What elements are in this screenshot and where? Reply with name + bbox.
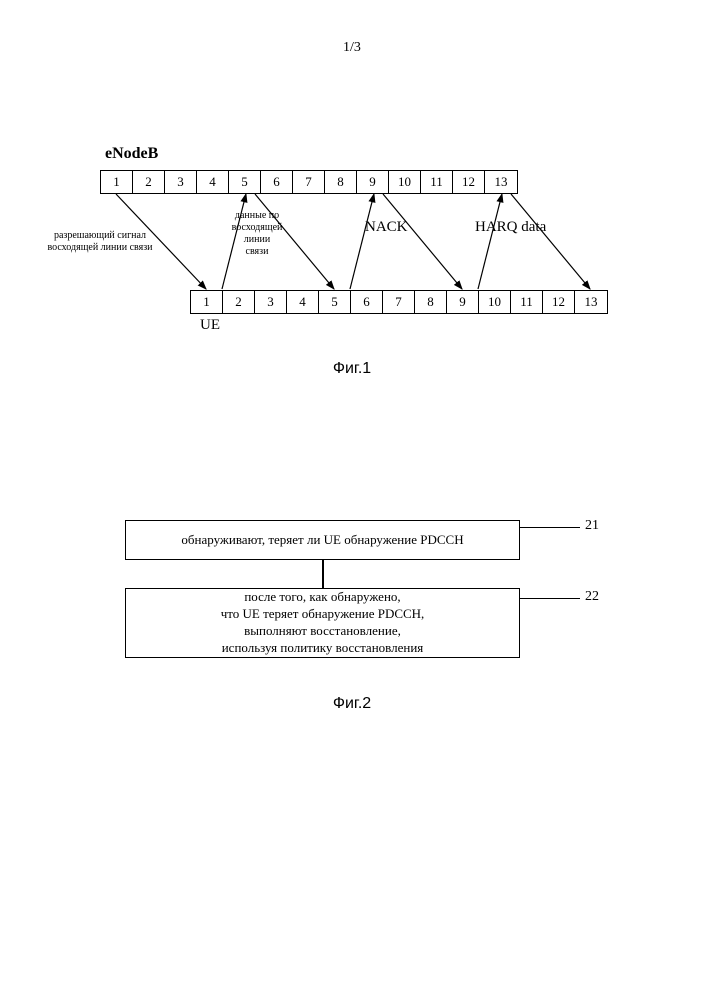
- timeline-cell: 4: [287, 291, 319, 313]
- timeline-cell: 10: [389, 171, 421, 193]
- timeline-cell: 3: [255, 291, 287, 313]
- timeline-cell: 13: [485, 171, 517, 193]
- enodeb-label: eNodeB: [105, 145, 158, 163]
- timeline-cell: 1: [101, 171, 133, 193]
- annotation-grant: разрешающий сигнал восходящей линии связ…: [40, 230, 160, 254]
- timeline-cell: 7: [383, 291, 415, 313]
- timeline-cell: 11: [421, 171, 453, 193]
- ue-label: UE: [200, 317, 220, 334]
- flowchart-step-2: после того, как обнаружено, что UE теряе…: [125, 588, 520, 658]
- flowchart-step-1: обнаруживают, теряет ли UE обнаружение P…: [125, 520, 520, 560]
- timeline-cell: 9: [357, 171, 389, 193]
- timeline-cell: 8: [325, 171, 357, 193]
- timeline-cell: 6: [351, 291, 383, 313]
- timeline-cell: 9: [447, 291, 479, 313]
- timeline-cell: 4: [197, 171, 229, 193]
- timeline-cell: 2: [133, 171, 165, 193]
- reference-number-1: 21: [585, 518, 599, 534]
- reference-number-2: 22: [585, 589, 599, 605]
- timeline-cell: 11: [511, 291, 543, 313]
- timeline-cell: 13: [575, 291, 607, 313]
- enodeb-timeline: 12345678910111213: [100, 170, 518, 194]
- figure-2-caption: Фиг.2: [0, 695, 704, 713]
- timeline-cell: 6: [261, 171, 293, 193]
- timeline-cell: 5: [319, 291, 351, 313]
- timeline-cell: 12: [453, 171, 485, 193]
- flowchart-step-2-text: после того, как обнаружено, что UE теряе…: [221, 589, 425, 657]
- timeline-cell: 2: [223, 291, 255, 313]
- timeline-cell: 1: [191, 291, 223, 313]
- annotation-harq: HARQ data: [475, 218, 546, 236]
- flowchart-connector: [322, 560, 324, 588]
- reference-line-1: [520, 527, 580, 528]
- annotation-nack: NACK: [365, 218, 408, 236]
- figure-1-caption: Фиг.1: [0, 360, 704, 378]
- page-number: 1/3: [0, 0, 704, 56]
- timeline-cell: 7: [293, 171, 325, 193]
- timeline-cell: 8: [415, 291, 447, 313]
- reference-line-2: [520, 598, 580, 599]
- annotation-uplink: данные по восходящей линии связи: [217, 210, 297, 258]
- timeline-cell: 10: [479, 291, 511, 313]
- flowchart-step-1-text: обнаруживают, теряет ли UE обнаружение P…: [181, 532, 463, 549]
- timeline-cell: 12: [543, 291, 575, 313]
- ue-timeline: 12345678910111213: [190, 290, 608, 314]
- timeline-cell: 5: [229, 171, 261, 193]
- timeline-cell: 3: [165, 171, 197, 193]
